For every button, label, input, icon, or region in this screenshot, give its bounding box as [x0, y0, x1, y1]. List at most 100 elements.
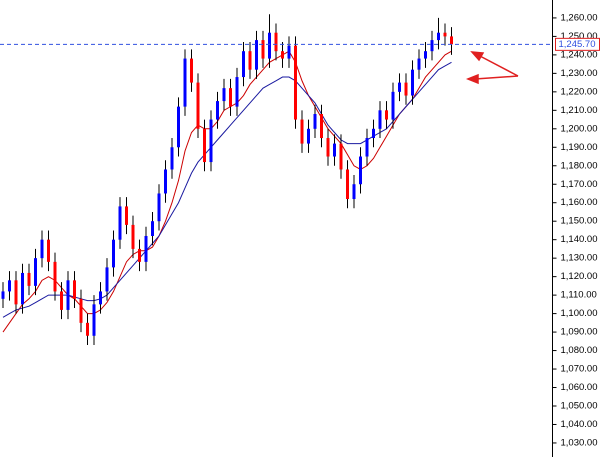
- candle-body: [437, 32, 440, 41]
- candle-body: [60, 291, 63, 310]
- moving-average: [2, 50, 452, 333]
- candle-body: [177, 106, 180, 148]
- candle-body: [216, 101, 219, 120]
- y-tick-label: 1,060.00: [561, 382, 598, 393]
- y-tick-label: 1,110.00: [561, 290, 597, 301]
- candle-body: [222, 88, 226, 102]
- y-tick-label: 1,080.00: [561, 345, 598, 356]
- candle-body: [125, 206, 128, 225]
- candle-body: [313, 114, 317, 129]
- y-tick-label: 1,030.00: [561, 437, 598, 448]
- candle-body: [430, 40, 434, 52]
- candle-body: [443, 32, 447, 37]
- candle-body: [131, 224, 135, 249]
- candle-body: [333, 143, 336, 157]
- candle-body: [372, 128, 375, 139]
- candle-body: [346, 169, 349, 200]
- y-tick-label: 1,180.00: [561, 160, 598, 171]
- y-tick-label: 1,240.00: [561, 49, 598, 60]
- candle-body: [151, 221, 154, 236]
- candle-body: [112, 239, 115, 268]
- candle-body: [8, 280, 11, 292]
- candle-body: [209, 119, 213, 163]
- y-tick-label: 1,200.00: [561, 123, 598, 134]
- candle-body: [294, 45, 297, 120]
- candle-body: [86, 322, 89, 336]
- candle-body: [339, 143, 343, 170]
- candle-body: [385, 110, 388, 120]
- candle-body: [138, 248, 141, 262]
- y-tick-label: 1,120.00: [561, 271, 598, 282]
- arrow-head: [465, 73, 479, 85]
- candle-body: [34, 258, 37, 286]
- candle-body: [105, 267, 109, 292]
- y-tick-label: 1,220.00: [561, 86, 598, 97]
- candle-body: [196, 82, 200, 129]
- candle-body: [99, 291, 102, 305]
- candle-body: [157, 193, 161, 222]
- candle-body: [352, 184, 356, 200]
- moving-average: [2, 61, 452, 318]
- candle-body: [92, 304, 96, 336]
- y-tick-label: 1,190.00: [561, 142, 598, 153]
- candle-body: [21, 272, 24, 305]
- candle-body: [14, 280, 18, 305]
- y-tick-label: 1,150.00: [561, 216, 598, 227]
- candle-body: [307, 128, 310, 144]
- candle-body: [53, 261, 57, 292]
- candle-body: [229, 88, 232, 107]
- annotation-arrows: [465, 51, 519, 85]
- candle-body: [79, 298, 83, 323]
- candle-body: [424, 51, 427, 59]
- arrow-line: [474, 75, 519, 80]
- candle-body: [320, 114, 323, 139]
- candle-body: [47, 239, 50, 262]
- y-tick-label: 1,170.00: [561, 179, 598, 190]
- candle-body: [281, 51, 284, 59]
- candle-body: [404, 82, 408, 96]
- y-tick-label: 1,090.00: [561, 327, 598, 338]
- y-tick-label: 1,130.00: [561, 253, 598, 264]
- candle-body: [242, 51, 245, 78]
- candle-body: [411, 69, 414, 96]
- candle-body: [27, 272, 31, 286]
- candle-body: [365, 138, 369, 157]
- y-tick-label: 1,250.00: [561, 31, 598, 42]
- candle-body: [300, 119, 304, 144]
- candle-body: [287, 45, 291, 59]
- y-tick-label: 1,040.00: [561, 419, 598, 430]
- y-tick-label: 1,230.00: [561, 68, 598, 79]
- candle-body: [118, 206, 122, 240]
- candle-body: [1, 291, 5, 299]
- candle-body: [326, 138, 330, 157]
- candle-body: [235, 77, 239, 107]
- candle-body: [203, 128, 206, 163]
- candle-body: [73, 280, 76, 299]
- candle-body: [359, 156, 362, 185]
- candle-body: [274, 32, 278, 52]
- candle-body: [170, 147, 174, 170]
- candle-body: [40, 239, 44, 259]
- y-tick-label: 1,140.00: [561, 234, 598, 245]
- candle-body: [164, 169, 167, 194]
- candle-body: [66, 280, 70, 310]
- y-tick-label: 1,210.00: [561, 105, 598, 116]
- arrow-head: [470, 51, 485, 62]
- candle-body: [378, 110, 382, 129]
- candle-body: [450, 36, 453, 45]
- y-tick-label: 1,050.00: [561, 401, 598, 412]
- candle-body: [144, 235, 148, 262]
- candle-body: [248, 51, 252, 70]
- candle-body: [268, 32, 271, 59]
- y-tick-label: 1,070.00: [561, 364, 598, 375]
- candle-body: [261, 40, 265, 59]
- candle-body: [255, 40, 258, 70]
- y-tick-label: 1,160.00: [561, 197, 598, 208]
- y-tick-label: 1,100.00: [561, 308, 598, 319]
- last-price-label: 1,245.70: [559, 39, 596, 50]
- candle-body: [417, 58, 421, 70]
- y-tick-label: 1,260.00: [561, 12, 598, 23]
